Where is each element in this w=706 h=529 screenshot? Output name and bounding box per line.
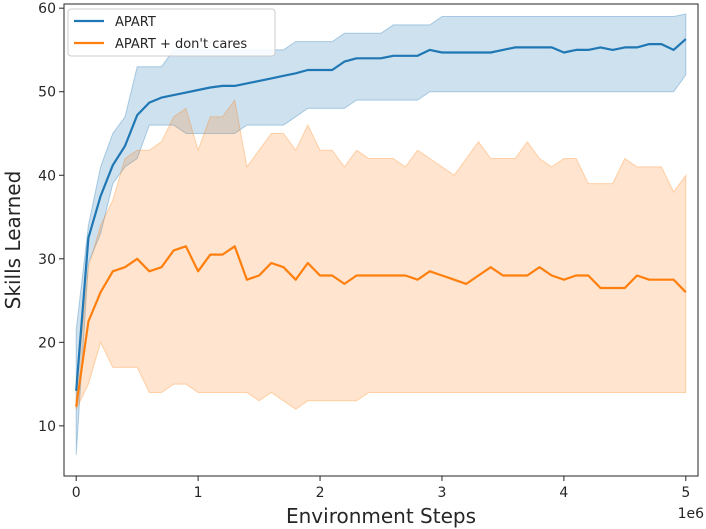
- series-1-line: [75, 245, 687, 407]
- y-axis-ticks: 10 20 30 40 50 60: [38, 1, 64, 435]
- legend-label-0: APART: [115, 15, 156, 30]
- x-tick-label: 4: [559, 485, 568, 501]
- plot-frame: [63, 3, 699, 477]
- x-tick-label: 0: [72, 485, 81, 501]
- y-tick-label: 40: [38, 168, 56, 184]
- series-0-band: [75, 13, 687, 456]
- legend: APART APART + don't cares: [67, 8, 276, 57]
- confidence-bands: [75, 13, 687, 456]
- y-tick-label: 50: [38, 85, 56, 101]
- y-tick-label: 30: [38, 252, 56, 268]
- y-tick-label: 10: [38, 419, 56, 435]
- x-axis-ticks: 0 1 2 3 4 5: [72, 476, 690, 501]
- legend-label-1: APART + don't cares: [115, 37, 247, 52]
- x-axis-offset-label: 1e6: [678, 506, 705, 522]
- y-axis-label: Skills Learned: [1, 171, 25, 310]
- series-1-band: [75, 98, 687, 410]
- legend-box: [67, 8, 276, 57]
- y-tick-label: 20: [38, 335, 56, 351]
- x-tick-label: 2: [316, 485, 325, 501]
- x-axis-label: Environment Steps: [286, 504, 476, 528]
- series-0-line: [75, 38, 687, 391]
- x-tick-label: 1: [194, 485, 203, 501]
- y-tick-label: 60: [38, 1, 56, 17]
- series-lines: [75, 38, 687, 407]
- x-tick-label: 3: [438, 485, 447, 501]
- x-tick-label: 5: [681, 485, 690, 501]
